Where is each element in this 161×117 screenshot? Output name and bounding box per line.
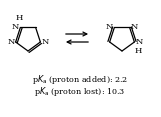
Text: N: N [41, 38, 49, 46]
Text: p$K_{\rm a}$ (proton added): 2.2: p$K_{\rm a}$ (proton added): 2.2 [32, 73, 128, 86]
Text: N: N [106, 24, 113, 31]
Text: p$K_{\rm a}$ (proton lost): 10.3: p$K_{\rm a}$ (proton lost): 10.3 [34, 84, 126, 97]
Text: N: N [131, 24, 138, 31]
Text: N: N [12, 24, 19, 31]
Text: N: N [135, 38, 143, 46]
Text: H: H [135, 47, 142, 55]
Text: H: H [16, 15, 23, 22]
Text: N: N [7, 38, 15, 46]
